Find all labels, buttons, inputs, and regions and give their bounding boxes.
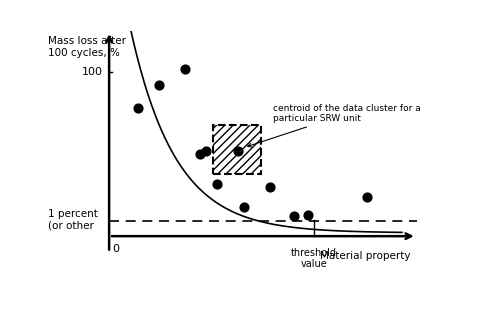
Text: Mass loss after
100 cycles, %: Mass loss after 100 cycles, %: [48, 36, 125, 58]
Point: [305, 212, 312, 217]
Text: 1 percent
(or other: 1 percent (or other: [48, 209, 98, 231]
Point: [234, 149, 242, 154]
Text: Material property: Material property: [320, 251, 411, 261]
Point: [363, 194, 371, 199]
Text: 0: 0: [112, 244, 119, 254]
Point: [155, 83, 163, 88]
Point: [134, 106, 142, 111]
Point: [290, 214, 298, 219]
Text: centroid of the data cluster for a
particular SRW unit: centroid of the data cluster for a parti…: [248, 104, 421, 147]
Text: threshold
value: threshold value: [291, 248, 337, 269]
Bar: [213, 125, 261, 174]
Bar: [213, 125, 261, 174]
Point: [213, 181, 221, 186]
Text: 100: 100: [82, 67, 103, 77]
Point: [196, 152, 204, 157]
Point: [202, 149, 210, 154]
Point: [182, 66, 189, 71]
Point: [240, 204, 248, 209]
Bar: [213, 125, 261, 174]
Point: [266, 184, 274, 189]
